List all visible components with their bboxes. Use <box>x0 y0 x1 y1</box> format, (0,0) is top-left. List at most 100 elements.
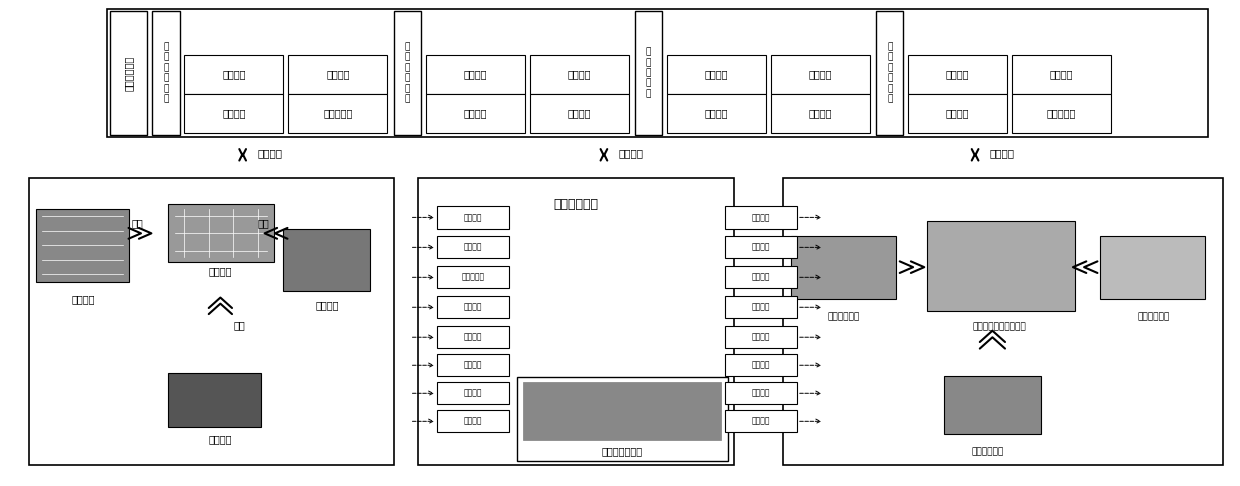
Bar <box>877 11 903 135</box>
Text: 模
组
热
管
理: 模 组 热 管 理 <box>646 48 651 98</box>
Text: 模
组
安
全
管
理: 模 组 安 全 管 理 <box>887 42 893 104</box>
Text: 动态环境: 动态环境 <box>704 69 728 79</box>
Text: 能效审计: 能效审计 <box>464 333 482 342</box>
Bar <box>289 54 387 94</box>
Text: 云数据孪生中心: 云数据孪生中心 <box>601 446 644 456</box>
Text: 拓扑效率: 拓扑效率 <box>464 108 487 119</box>
Text: 工况仿真: 工况仿真 <box>751 417 770 426</box>
Text: 安全边界: 安全边界 <box>946 108 970 119</box>
Bar <box>1100 236 1205 298</box>
Bar <box>791 236 897 298</box>
Text: 预值统计: 预值统计 <box>751 213 770 222</box>
Text: 安全边界: 安全边界 <box>464 389 482 398</box>
Bar <box>36 209 129 282</box>
Text: 工况需求: 工况需求 <box>464 417 482 426</box>
Text: 单体电池: 单体电池 <box>208 434 232 444</box>
Text: 时变流场: 时变流场 <box>704 108 728 119</box>
Bar <box>635 11 662 135</box>
Text: 绝缘检测: 绝缘检测 <box>946 69 970 79</box>
Text: 确定边界: 确定边界 <box>751 389 770 398</box>
Bar <box>436 382 508 404</box>
Text: 工况仿真: 工况仿真 <box>751 303 770 312</box>
Bar <box>517 377 728 461</box>
Text: 电池模组模型: 电池模组模型 <box>828 312 861 322</box>
Text: 策略优化: 策略优化 <box>808 108 832 119</box>
Bar <box>667 54 766 94</box>
Bar <box>436 266 508 288</box>
Text: 云端计算平台: 云端计算平台 <box>553 198 598 211</box>
Bar <box>908 94 1007 133</box>
Text: 单体电池模型: 单体电池模型 <box>971 447 1003 456</box>
Bar <box>284 228 370 291</box>
Bar <box>289 94 387 133</box>
Bar <box>667 94 766 133</box>
Text: 工况分析: 工况分析 <box>808 69 832 79</box>
Text: 云端修正: 云端修正 <box>751 243 770 252</box>
Bar <box>926 221 1075 311</box>
Bar <box>436 354 508 376</box>
Bar <box>784 178 1223 465</box>
Bar <box>436 296 508 318</box>
Bar <box>436 236 508 259</box>
Text: 寿命预算: 寿命预算 <box>751 333 770 342</box>
Bar <box>1012 94 1111 133</box>
Bar <box>908 54 1007 94</box>
Text: 散热系统: 散热系统 <box>71 294 94 304</box>
Text: 电池模组模型: 电池模组模型 <box>1137 312 1169 322</box>
Text: 远程交互: 远程交互 <box>619 148 644 158</box>
Text: 状态估算: 状态估算 <box>326 69 350 79</box>
Bar <box>725 206 797 228</box>
Bar <box>436 410 508 433</box>
Bar <box>771 94 870 133</box>
Bar <box>725 236 797 259</box>
Text: 电压采集: 电压采集 <box>222 69 246 79</box>
Bar <box>425 94 525 133</box>
Bar <box>436 206 508 228</box>
Text: 远程交互: 远程交互 <box>990 148 1014 158</box>
Bar <box>944 376 1040 434</box>
Bar <box>725 326 797 348</box>
Text: 状态更新: 状态更新 <box>464 69 487 79</box>
Text: 远程交互: 远程交互 <box>258 148 283 158</box>
Text: 温度检测: 温度检测 <box>222 108 246 119</box>
Text: 集成: 集成 <box>258 219 269 229</box>
Bar <box>107 9 1208 137</box>
Text: 集成: 集成 <box>233 320 244 330</box>
Text: 工况需求: 工况需求 <box>464 303 482 312</box>
Text: 预值评价: 预值评价 <box>464 213 482 222</box>
Bar <box>1012 54 1111 94</box>
Bar <box>725 296 797 318</box>
Text: 模
组
信
息
管
理: 模 组 信 息 管 理 <box>164 42 169 104</box>
Bar <box>523 382 722 440</box>
Bar <box>725 266 797 288</box>
Text: 加热系统: 加热系统 <box>315 300 339 310</box>
Bar <box>725 410 797 433</box>
Bar <box>185 54 284 94</box>
Bar <box>725 354 797 376</box>
Text: 策略更新: 策略更新 <box>568 108 591 119</box>
Bar <box>529 54 629 94</box>
Text: 物理实体: 物理实体 <box>208 266 232 276</box>
Bar <box>169 373 262 427</box>
Text: 云端修正: 云端修正 <box>464 243 482 252</box>
Text: 最大可用能: 最大可用能 <box>1047 108 1076 119</box>
Text: 传感器修正: 传感器修正 <box>324 108 352 119</box>
Bar <box>418 178 734 465</box>
Bar <box>110 11 148 135</box>
Bar <box>393 11 420 135</box>
Text: 高压互锁: 高压互锁 <box>1050 69 1074 79</box>
Bar <box>425 54 525 94</box>
Bar <box>29 178 393 465</box>
Text: 集成: 集成 <box>131 219 144 229</box>
Bar <box>169 204 274 262</box>
Bar <box>529 94 629 133</box>
Bar <box>725 382 797 404</box>
Text: 均衡控制: 均衡控制 <box>464 361 482 370</box>
Text: 均衡判定: 均衡判定 <box>568 69 591 79</box>
Text: 模
组
均
衡
管
理: 模 组 均 衡 管 理 <box>404 42 410 104</box>
Bar <box>185 94 284 133</box>
Text: 全生命周期: 全生命周期 <box>461 273 485 282</box>
Bar <box>436 326 508 348</box>
Text: 虚拟动力电池模组模型: 虚拟动力电池模组模型 <box>973 322 1027 331</box>
Text: 均衡仿真: 均衡仿真 <box>751 361 770 370</box>
